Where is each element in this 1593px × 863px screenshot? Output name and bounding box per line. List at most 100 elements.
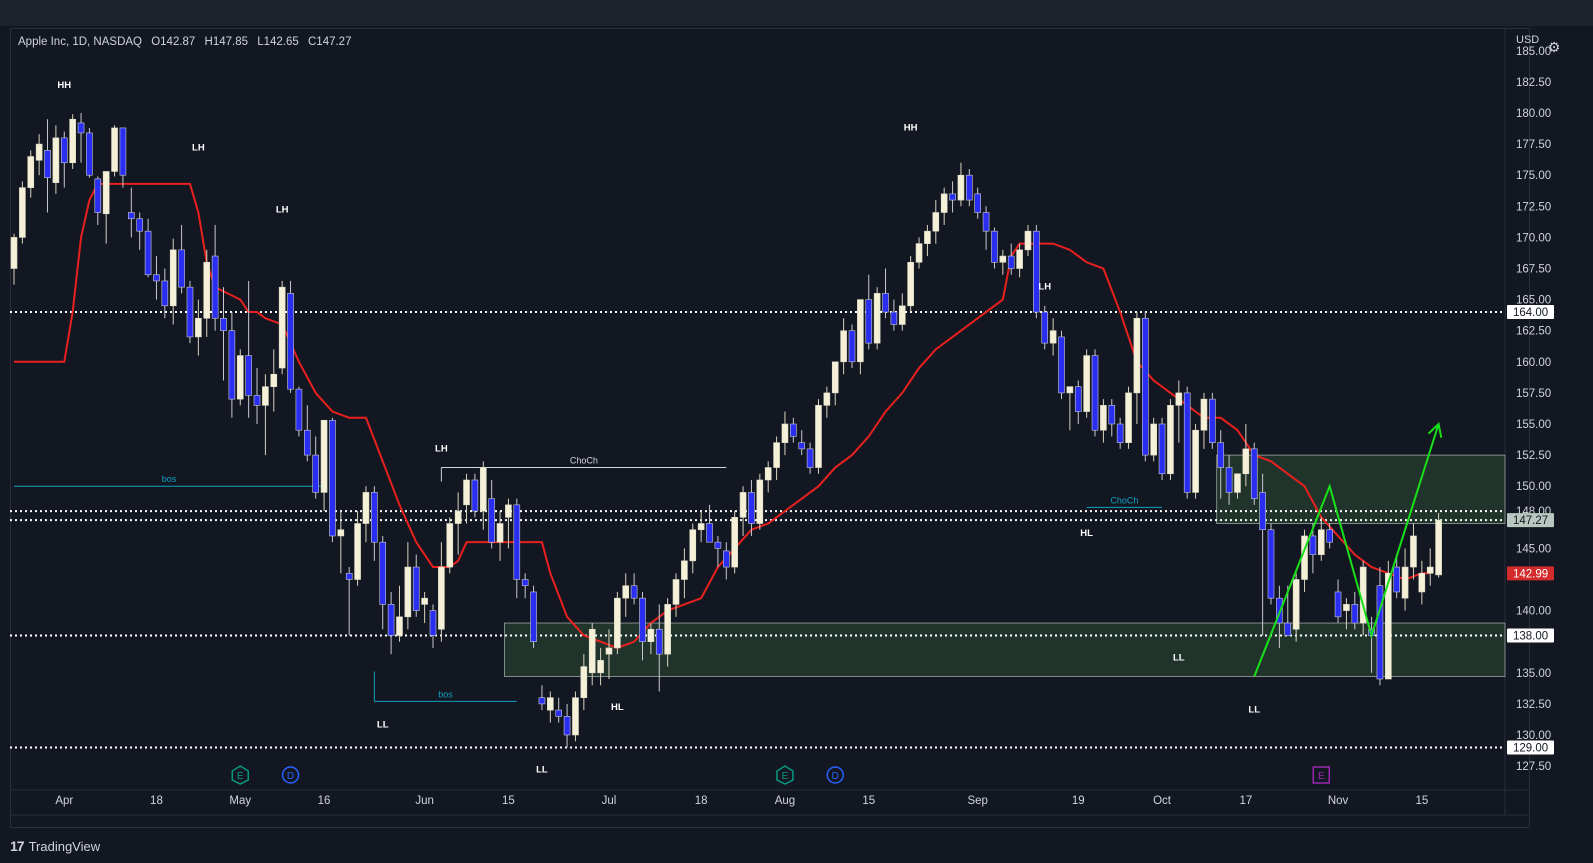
candle[interactable] (798, 442, 806, 450)
candle[interactable] (1376, 585, 1384, 680)
event-marker-e[interactable]: E (1312, 766, 1331, 784)
candle[interactable] (60, 137, 68, 164)
candle[interactable] (1250, 448, 1258, 499)
candle[interactable] (1108, 405, 1116, 425)
candle[interactable] (790, 423, 797, 437)
candle[interactable] (521, 579, 529, 587)
price-tag-129.00[interactable] (1507, 740, 1554, 755)
candle[interactable] (1426, 566, 1434, 574)
candle[interactable] (161, 280, 169, 307)
candle[interactable] (538, 697, 546, 705)
candle[interactable] (245, 355, 252, 396)
candle[interactable] (396, 616, 403, 636)
candle[interactable] (429, 610, 437, 636)
candle[interactable] (1016, 249, 1023, 269)
candle[interactable] (295, 388, 303, 431)
candle[interactable] (27, 156, 35, 188)
candle[interactable] (1100, 405, 1107, 431)
candle[interactable] (572, 697, 579, 736)
candle[interactable] (588, 628, 596, 674)
candle[interactable] (438, 566, 445, 630)
candle[interactable] (211, 255, 219, 319)
candle[interactable] (287, 293, 294, 390)
candle[interactable] (1267, 529, 1275, 599)
candle[interactable] (488, 498, 495, 543)
candle[interactable] (119, 127, 127, 176)
candle[interactable] (1317, 529, 1325, 555)
candle[interactable] (739, 492, 747, 518)
candle[interactable] (848, 330, 856, 363)
candle[interactable] (354, 523, 361, 580)
candle[interactable] (655, 628, 663, 655)
candle[interactable] (69, 118, 76, 164)
candle[interactable] (446, 523, 454, 568)
candle[interactable] (681, 560, 688, 580)
candle[interactable] (547, 697, 554, 711)
candle[interactable] (982, 212, 990, 232)
candle[interactable] (1326, 529, 1333, 543)
candle[interactable] (128, 212, 135, 220)
candle[interactable] (898, 305, 906, 325)
candle[interactable] (614, 597, 621, 649)
candle[interactable] (1091, 355, 1099, 431)
candle[interactable] (1209, 398, 1216, 443)
candle[interactable] (714, 541, 722, 549)
candle[interactable] (882, 293, 889, 313)
candle[interactable] (1192, 429, 1199, 493)
candle[interactable] (1150, 423, 1157, 456)
candle[interactable] (52, 137, 60, 183)
candle[interactable] (966, 174, 973, 201)
candle[interactable] (949, 193, 956, 201)
candle[interactable] (999, 255, 1007, 263)
candle[interactable] (647, 628, 655, 643)
candle[interactable] (303, 429, 311, 456)
candle[interactable] (454, 510, 462, 524)
candle[interactable] (1393, 566, 1400, 593)
candle[interactable] (1284, 622, 1292, 636)
candle[interactable] (907, 261, 914, 307)
candle[interactable] (228, 330, 236, 400)
gear-icon[interactable]: ⚙ (1547, 39, 1561, 55)
candle[interactable] (932, 212, 940, 232)
candle[interactable] (806, 448, 814, 468)
candle[interactable] (505, 504, 512, 518)
candle[interactable] (865, 299, 873, 344)
candle[interactable] (195, 317, 202, 338)
candle[interactable] (873, 293, 881, 344)
candle[interactable] (1401, 566, 1409, 599)
candle[interactable] (697, 523, 705, 531)
candle[interactable] (329, 419, 336, 537)
candle[interactable] (337, 529, 345, 537)
price-tag-164.00[interactable] (1507, 305, 1554, 320)
candle[interactable] (1041, 311, 1049, 344)
candle[interactable] (1410, 535, 1417, 568)
candle[interactable] (1343, 604, 1350, 611)
candle[interactable] (1351, 604, 1359, 624)
symbol-name[interactable]: Apple Inc, 1D, NASDAQ (18, 36, 142, 48)
candle[interactable] (664, 604, 671, 655)
candle[interactable] (1234, 473, 1241, 493)
currency-label[interactable]: USD (1516, 34, 1540, 46)
trailing-stop-line[interactable] (14, 182, 1431, 649)
candle[interactable] (748, 492, 755, 524)
candle[interactable] (597, 660, 604, 674)
candle[interactable] (1217, 442, 1225, 468)
candle[interactable] (764, 467, 772, 481)
candle[interactable] (320, 419, 328, 493)
plot-area[interactable] (10, 28, 1530, 828)
candle[interactable] (773, 442, 780, 468)
projection-path[interactable] (1253, 423, 1440, 677)
candle[interactable] (513, 504, 521, 580)
candle[interactable] (974, 193, 982, 213)
price-tag-138.00[interactable] (1507, 628, 1554, 643)
candle[interactable] (940, 193, 948, 213)
candle[interactable] (169, 249, 177, 307)
candle[interactable] (262, 386, 269, 406)
candle[interactable] (1435, 519, 1442, 576)
demand-zone-0[interactable] (504, 622, 1506, 677)
candle[interactable] (1242, 448, 1250, 475)
event-marker-d[interactable]: D (826, 766, 844, 784)
candle[interactable] (840, 330, 847, 363)
candle[interactable] (1133, 317, 1141, 394)
